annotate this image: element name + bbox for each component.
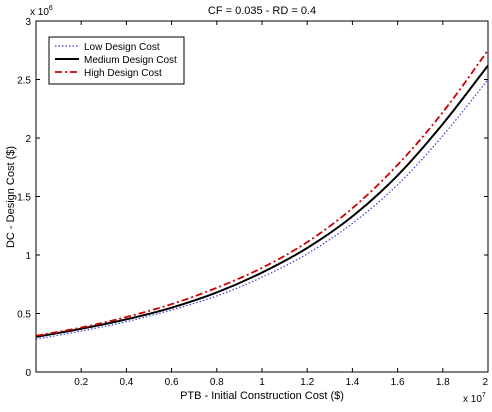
y-axis-label: DC - Design Cost ($) <box>5 146 17 248</box>
x-tick-label: 0.2 <box>74 377 88 388</box>
y-tick-label: 3 <box>25 17 31 28</box>
x-tick-label: 1.2 <box>300 377 314 388</box>
x-exponent-label: x 107 <box>463 392 486 405</box>
x-tick-label: 1.6 <box>391 377 405 388</box>
legend-label: Medium Design Cost <box>84 55 177 66</box>
legend-label: Low Design Cost <box>84 42 160 53</box>
x-tick-label: 1.4 <box>345 377 359 388</box>
x-tick-label: 1.8 <box>436 377 450 388</box>
x-tick-label: 2 <box>482 377 488 388</box>
series-line-1 <box>35 64 489 338</box>
legend: Low Design Cost Medium Design Cost High De… <box>48 36 185 85</box>
chart-title: CF = 0.035 - RD = 0.4 <box>208 5 316 17</box>
series-layer <box>35 49 489 340</box>
legend-box <box>48 36 185 85</box>
x-exponent-base: x 10 <box>463 394 482 405</box>
y-tick-label: 0 <box>25 368 31 379</box>
y-tick-label: 2 <box>25 134 31 145</box>
y-tick-label: 1.5 <box>17 193 31 204</box>
y-tick-label: 2.5 <box>17 76 31 87</box>
legend-label: High Design Cost <box>84 68 162 79</box>
y-exponent-label: x 106 <box>30 5 53 18</box>
x-axis-ticks: 0.2 0.4 0.6 0.8 1 1.2 1.4 1.6 1.8 2 <box>74 21 489 388</box>
x-tick-label: 0.4 <box>119 377 133 388</box>
x-tick-label: 0.6 <box>165 377 179 388</box>
x-exponent-power: 7 <box>482 392 486 399</box>
y-exponent-power: 6 <box>49 5 53 12</box>
y-tick-label: 0.5 <box>17 310 31 321</box>
series-line-0 <box>35 79 489 340</box>
y-exponent-base: x 10 <box>30 7 49 18</box>
x-tick-label: 1 <box>259 377 265 388</box>
y-tick-label: 1 <box>25 251 31 262</box>
series-line-2 <box>35 49 489 337</box>
x-tick-label: 0.8 <box>210 377 224 388</box>
y-axis-ticks: 0 0.5 1 1.5 2 2.5 3 <box>17 17 488 379</box>
x-axis-label: PTB - Initial Construction Cost ($) <box>180 390 344 402</box>
